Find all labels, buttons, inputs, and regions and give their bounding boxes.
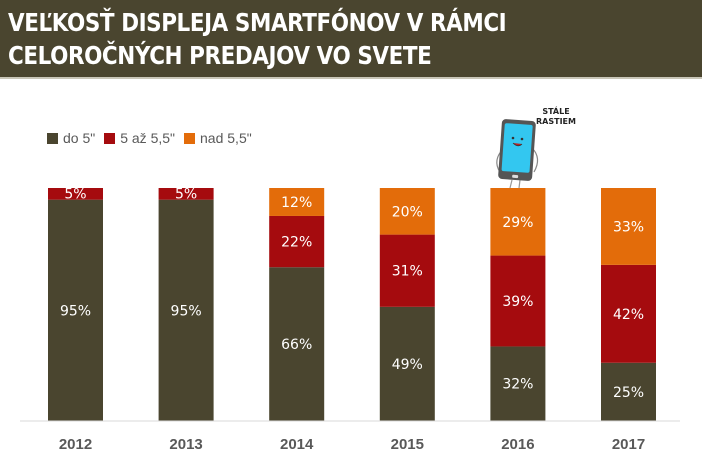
legend-item-5-to-5-5: 5 až 5,5" <box>104 130 175 146</box>
data-label-2017-series-0: 25% <box>613 385 644 401</box>
bar-segment-2014-series-2 <box>269 188 325 216</box>
chart-title: VEĽKOSŤ DISPLEJA SMARTFÓNOV V RÁMCI CELO… <box>8 6 507 72</box>
legend-label: 5 až 5,5" <box>120 130 176 146</box>
data-label-2013-series-0: 95% <box>171 303 202 319</box>
x-tick-label-2015: 2015 <box>391 436 424 453</box>
legend-swatch <box>104 132 116 144</box>
callout-line-2: RASTIEM <box>536 117 576 126</box>
data-label-2016-series-1: 39% <box>502 294 533 310</box>
bar-segment-2012-series-0 <box>48 199 103 421</box>
data-label-2015-series-0: 49% <box>392 357 423 373</box>
bar-segment-2015-series-1 <box>379 234 435 307</box>
smiling-smartphone-icon <box>496 119 539 189</box>
data-label-2014-series-1: 22% <box>281 235 312 251</box>
data-label-2014-series-2: 12% <box>281 195 312 211</box>
title-line-1: VEĽKOSŤ DISPLEJA SMARTFÓNOV V RÁMCI <box>8 8 507 37</box>
bar-segment-2012-series-1 <box>48 188 103 200</box>
data-label-2012-series-1: 5% <box>64 187 86 203</box>
title-line-2: CELOROČNÝCH PREDAJOV VO SVETE <box>8 41 432 70</box>
data-label-2012-series-0: 95% <box>60 303 91 319</box>
bar-segment-2015-series-2 <box>379 188 435 235</box>
callout-text: STÁLE RASTIEM <box>536 107 576 127</box>
bar-segment-2016-series-0 <box>490 346 546 421</box>
data-label-2017-series-2: 33% <box>613 219 644 235</box>
data-label-2015-series-2: 20% <box>392 204 423 220</box>
legend-label: do 5" <box>63 130 96 146</box>
bar-segment-2016-series-1 <box>490 255 546 347</box>
bar-segment-2016-series-2 <box>490 188 546 256</box>
legend: do 5" 5 až 5,5" nad 5,5" <box>47 130 261 146</box>
bar-segment-2015-series-0 <box>379 306 435 421</box>
bar-segment-2014-series-1 <box>269 215 325 268</box>
legend-item-over-5-5: nad 5,5" <box>184 130 252 146</box>
x-tick-label-2012: 2012 <box>59 436 92 453</box>
bar-segment-2017-series-0 <box>601 362 656 421</box>
data-label-2016-series-2: 29% <box>502 215 533 231</box>
data-label-2014-series-0: 66% <box>281 337 312 353</box>
bar-segment-2017-series-1 <box>601 264 656 363</box>
data-label-2017-series-1: 42% <box>613 307 644 323</box>
data-label-2016-series-0: 32% <box>502 377 533 393</box>
header-banner: VEĽKOSŤ DISPLEJA SMARTFÓNOV V RÁMCI CELO… <box>0 0 702 79</box>
legend-label: nad 5,5" <box>200 130 252 146</box>
x-tick-label-2016: 2016 <box>501 436 534 453</box>
x-tick-label-2014: 2014 <box>280 436 314 453</box>
bar-segment-2013-series-1 <box>158 188 214 200</box>
x-tick-label-2017: 2017 <box>612 436 645 453</box>
data-label-2013-series-1: 5% <box>175 187 197 203</box>
legend-swatch <box>184 132 196 144</box>
data-label-2015-series-1: 31% <box>392 264 423 280</box>
legend-item-do5: do 5" <box>47 130 95 146</box>
bar-segment-2017-series-2 <box>601 188 656 265</box>
bar-segment-2014-series-0 <box>269 267 325 421</box>
bar-segment-2013-series-0 <box>158 199 214 421</box>
callout-line-1: STÁLE <box>542 107 570 116</box>
x-tick-label-2013: 2013 <box>169 436 202 453</box>
legend-swatch <box>47 132 58 144</box>
